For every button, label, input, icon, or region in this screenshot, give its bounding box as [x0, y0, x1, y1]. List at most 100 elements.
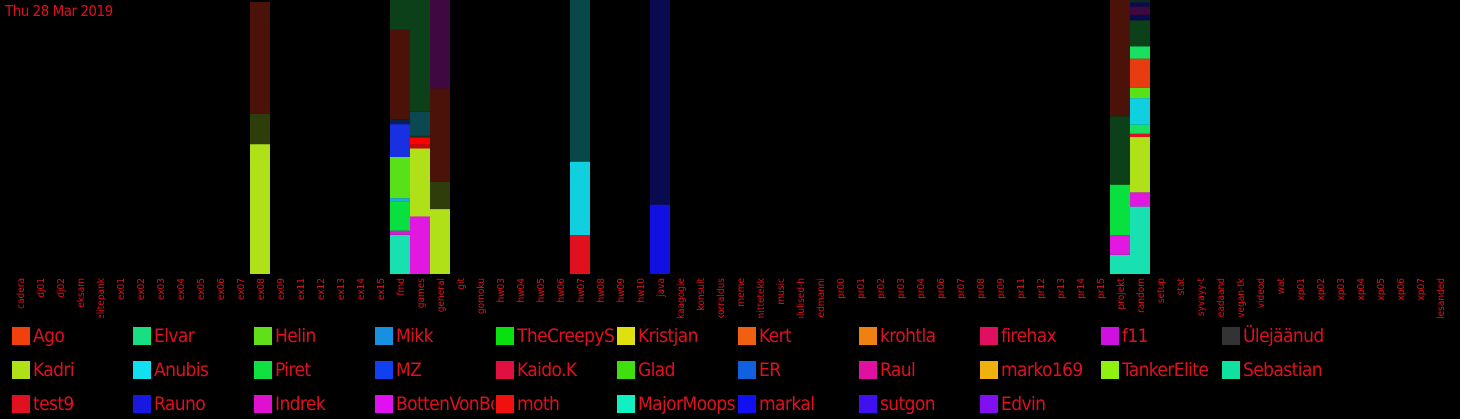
- x-tick-label: pr15: [1096, 278, 1107, 299]
- x-tick-label: hw07: [576, 278, 587, 303]
- legend-item: Elvar: [133, 321, 252, 351]
- x-tick-label: xp06: [1396, 278, 1407, 301]
- legend-swatch: [254, 327, 272, 345]
- legend-label: Kaido.K: [517, 359, 577, 381]
- x-tick-label: mittetekk: [756, 277, 767, 318]
- x-tick-label: projekt: [1116, 278, 1127, 310]
- x-tick-label: setup: [1156, 278, 1167, 303]
- x-tick-label: korraldus: [716, 278, 727, 318]
- x-tick-label: fmd: [396, 278, 407, 296]
- legend-swatch: [980, 327, 998, 345]
- x-tick-label: eksam: [76, 278, 87, 308]
- legend-label: Kadri: [33, 359, 75, 381]
- legend-swatch: [496, 395, 514, 413]
- x-tick-label: pr08: [976, 278, 987, 299]
- bar-segment-fmd-3: [390, 198, 410, 202]
- legend-swatch: [1222, 327, 1240, 345]
- x-tick-label: xp03: [1336, 278, 1347, 300]
- bar-segment-fmd-2: [390, 201, 410, 231]
- x-tick-label: pr11: [1016, 278, 1027, 299]
- legend-item: TheCreepySh: [496, 321, 615, 351]
- x-tick-label: hw10: [636, 278, 647, 303]
- legend-item: Piret: [254, 355, 373, 385]
- bar-segment-random-2: [1130, 137, 1150, 193]
- x-tick-label: teadaand: [1216, 278, 1227, 318]
- x-tick-label: xp05: [1376, 278, 1387, 300]
- x-tick-label: pr09: [996, 278, 1007, 299]
- legend: Ago Elvar Helin Mikk TheCreepySh Kristjan Kert…: [0, 318, 1460, 419]
- x-tick-label: ex09: [276, 278, 287, 300]
- x-tick-label: pr12: [1036, 278, 1047, 299]
- x-tick-label: ex14: [356, 278, 367, 300]
- legend-swatch: [133, 361, 151, 379]
- x-tick-label: random: [1136, 278, 1147, 313]
- x-tick-label: cadera: [16, 278, 27, 309]
- x-tick-label: pedmanni: [816, 278, 827, 318]
- bar-segment-fmd-6: [390, 119, 410, 125]
- legend-item: Ülejäänud: [1222, 321, 1332, 351]
- legend-label: Rauno: [154, 393, 206, 415]
- legend-swatch: [980, 395, 998, 413]
- bar-segment-random-3: [1130, 133, 1150, 137]
- legend-swatch: [496, 327, 514, 345]
- legend-label: Piret: [275, 359, 311, 381]
- bar-segment-random-9: [1130, 20, 1150, 47]
- legend-item: firehax: [980, 321, 1099, 351]
- legend-label: Ago: [33, 325, 65, 347]
- legend-label: Kert: [759, 325, 792, 347]
- legend-swatch: [859, 395, 877, 413]
- legend-label: BottenVonBot: [396, 393, 494, 415]
- legend-item: krohtla: [859, 321, 978, 351]
- legend-item: Rauno: [133, 389, 252, 419]
- x-tick-label: konsult: [696, 278, 707, 311]
- bar-segment-ex08-1: [250, 113, 270, 145]
- x-tick-label: ex05: [196, 278, 207, 300]
- stacked-bar-chart: cadera dj01 dj02 eksam elitepank ex01 ex02 ex03…: [16, 0, 1447, 318]
- x-tick-labels: cadera dj01 dj02 eksam elitepank ex01 ex02 ex03…: [16, 277, 1447, 318]
- legend-swatch: [375, 361, 393, 379]
- legend-swatch: [980, 361, 998, 379]
- bar-segment-games-6: [410, 0, 430, 112]
- legend-label: TheCreepySh: [517, 325, 615, 347]
- x-tick-label: general: [436, 278, 447, 312]
- legend-item: Sebastian: [1222, 355, 1332, 385]
- bar-segment-projekt-1: [1110, 235, 1130, 255]
- legend-label: Edvin: [1001, 393, 1046, 415]
- legend-label: MajorMoopsy: [638, 393, 736, 415]
- legend-item: moth: [496, 389, 615, 419]
- legend-label: sutgon: [880, 393, 936, 415]
- bar-segment-random-13: [1130, 0, 1150, 3]
- legend-label: firehax: [1001, 325, 1057, 347]
- bar-segment-random-8: [1130, 46, 1150, 59]
- bar-segment-fmd-4: [390, 157, 410, 199]
- legend-label: Kristjan: [638, 325, 698, 347]
- bar-segment-ex08-0: [250, 144, 270, 274]
- legend-item: marko169: [980, 355, 1099, 385]
- legend-item: MajorMoopsy: [617, 389, 736, 419]
- x-tick-label: ex04: [176, 278, 187, 300]
- bar-segment-fmd-7: [390, 29, 410, 120]
- legend-item: Raul: [859, 355, 978, 385]
- x-tick-label: xp01: [1296, 278, 1307, 300]
- legend-swatch: [133, 395, 151, 413]
- bar-segment-ex08-2: [250, 1, 270, 114]
- legend-item: Kaido.K: [496, 355, 615, 385]
- legend-label: krohtla: [880, 325, 936, 347]
- x-tick-label: pr07: [956, 278, 967, 299]
- legend-swatch: [254, 361, 272, 379]
- chart-date: Thu 28 Mar 2019: [5, 2, 113, 20]
- bar-segment-fmd-1: [390, 230, 410, 235]
- bar-segment-random-11: [1130, 6, 1150, 15]
- x-tick-label: ex03: [156, 278, 167, 300]
- bar-segment-java-0: [650, 204, 670, 274]
- x-tick-label: hw04: [516, 278, 527, 303]
- legend-item: Edvin: [980, 389, 1099, 419]
- legend-item: f11: [1101, 321, 1220, 351]
- legend-label: Indrek: [275, 393, 326, 415]
- legend-label: Elvar: [154, 325, 195, 347]
- x-tick-label: games: [416, 278, 427, 309]
- bar-segment-random-5: [1130, 98, 1150, 125]
- legend-swatch: [738, 327, 756, 345]
- legend-label: markal: [759, 393, 815, 415]
- x-tick-label: ülesanded: [1436, 278, 1447, 318]
